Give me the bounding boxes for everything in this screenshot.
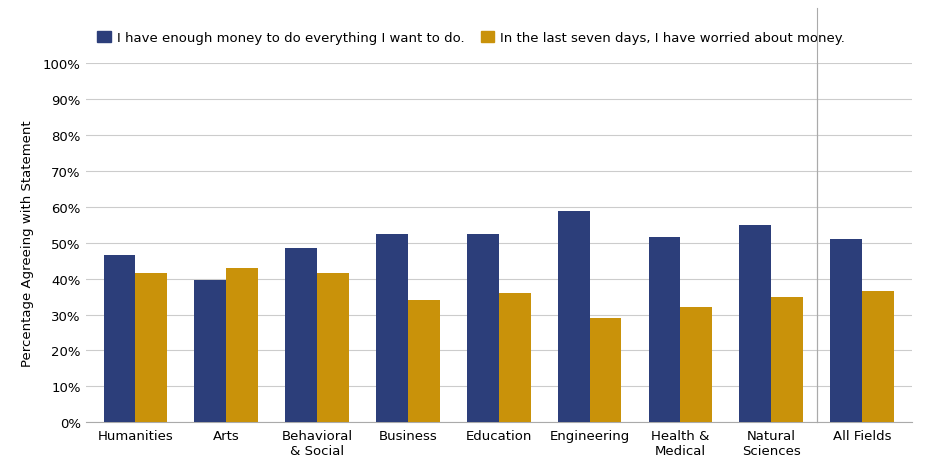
Bar — [499, 293, 530, 422]
Bar — [558, 211, 590, 422]
Legend: I have enough money to do everything I want to do., In the last seven days, I ha: I have enough money to do everything I w… — [92, 27, 850, 50]
Bar — [317, 274, 349, 422]
Bar — [408, 301, 440, 422]
Bar — [285, 249, 317, 422]
Y-axis label: Percentage Agreeing with Statement: Percentage Agreeing with Statement — [22, 120, 34, 366]
Bar — [226, 269, 258, 422]
Bar — [590, 319, 621, 422]
Bar — [830, 240, 862, 422]
Bar — [680, 308, 712, 422]
Bar — [467, 234, 499, 422]
Bar — [771, 297, 803, 422]
Bar — [862, 291, 894, 422]
Bar — [376, 234, 408, 422]
Bar — [195, 281, 226, 422]
Bar — [649, 238, 680, 422]
Bar — [104, 256, 136, 422]
Bar — [136, 274, 167, 422]
Bar — [739, 225, 771, 422]
